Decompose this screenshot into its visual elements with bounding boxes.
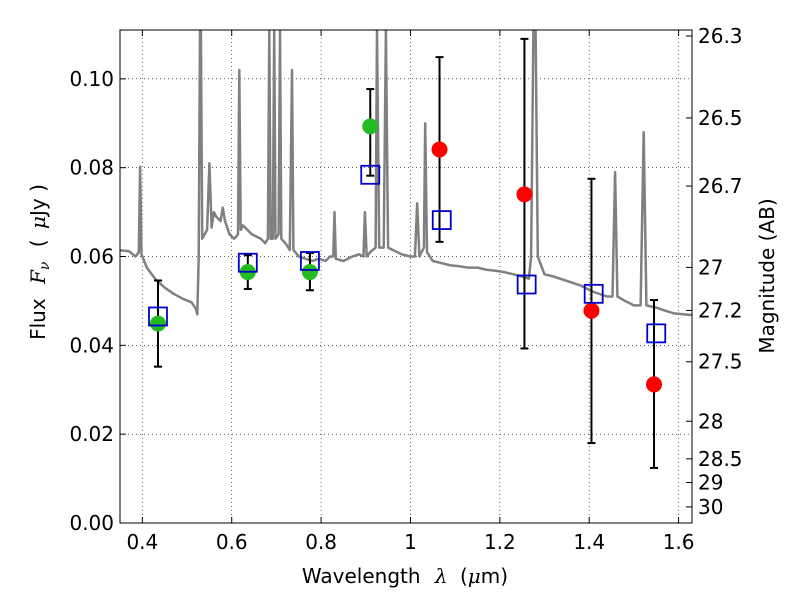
model-photometry-square <box>431 210 452 230</box>
x-axis-title-text: Wavelength <box>302 564 421 588</box>
y2-tick-label: 26.5 <box>698 106 743 130</box>
model-photometry-layer <box>148 164 667 344</box>
y-tick-label: 0.02 <box>69 422 114 446</box>
y-axis-title-symbol: F <box>26 269 50 285</box>
y-tick-label: 0.08 <box>69 156 114 180</box>
plot-frame <box>119 29 693 524</box>
x-axis-title-unit-rest: m) <box>481 564 508 588</box>
y2-tick-label: 27.2 <box>698 298 743 322</box>
model-photometry-square <box>646 323 667 344</box>
model-photometry-square <box>360 164 381 185</box>
y2-tick-label: 26.3 <box>698 24 743 48</box>
y2-tick-label: 29 <box>698 470 723 494</box>
observed-point-non-detection <box>431 141 448 158</box>
x-axis-ticks: 0.4 0.6 0.8 1 1.2 1.4 1.6 <box>126 30 695 554</box>
y-tick-label: 0.10 <box>69 67 114 91</box>
model-photometry-square <box>148 306 168 327</box>
model-photometry-square <box>583 283 604 304</box>
y-axis-title-unit-rest: Jy ) <box>26 184 50 218</box>
y-axis-title-unit-mu: μ <box>26 216 50 229</box>
y-tick-label: 0.04 <box>69 333 114 357</box>
y2-tick-label: 26.7 <box>698 174 743 198</box>
observed-point-detection <box>301 264 318 281</box>
x-tick-label: 0.6 <box>216 530 248 554</box>
model-spectrum-line <box>120 30 692 317</box>
x-axis-title-unit-mu: μ <box>468 564 481 588</box>
observed-point-detection <box>362 118 379 135</box>
x-tick-label: 1 <box>404 530 417 554</box>
x-axis-title: Wavelength λ (μm) <box>302 564 508 588</box>
errorbar-layer <box>153 37 659 469</box>
observed-point-non-detection <box>516 186 533 203</box>
x-tick-label: 1.4 <box>573 530 605 554</box>
grid-lines <box>120 30 692 524</box>
y-tick-label: 0.00 <box>69 511 114 535</box>
y-axis-title-unit-open: ( <box>26 239 50 247</box>
x-axis-title-unit-open: ( <box>460 564 468 588</box>
y2-tick-label: 28 <box>698 409 723 433</box>
y-axis-title-text: Flux <box>26 298 50 340</box>
x-tick-label: 0.8 <box>305 530 337 554</box>
y2-tick-label: 27.5 <box>698 350 743 374</box>
model-spectrum-layer <box>120 30 692 317</box>
model-photometry-square <box>237 252 258 273</box>
observed-points-layer <box>149 118 663 393</box>
model-photometry-square <box>516 274 537 295</box>
y2-tick-label: 30 <box>698 495 723 519</box>
y-axis-ticks: 0.00 0.02 0.04 0.06 0.08 0.10 <box>69 67 126 535</box>
model-photometry-square <box>300 251 320 271</box>
y-tick-label: 0.06 <box>69 245 114 269</box>
y2-tick-label: 27 <box>698 255 723 279</box>
observed-point-non-detection <box>583 302 600 319</box>
y-axis-title: Flux Fν ( μJy ) <box>26 184 54 340</box>
y2-axis-title: Magnitude (AB) <box>755 198 779 353</box>
y2-tick-label: 28.5 <box>698 447 743 471</box>
x-tick-label: 1.6 <box>663 530 695 554</box>
y-axis-title-symbol-sub: ν <box>37 261 53 270</box>
x-tick-label: 1.2 <box>484 530 516 554</box>
x-tick-label: 0.4 <box>126 530 158 554</box>
observed-point-non-detection <box>646 376 663 393</box>
x-axis-title-symbol: λ <box>434 564 448 588</box>
observed-point-detection <box>149 315 166 332</box>
